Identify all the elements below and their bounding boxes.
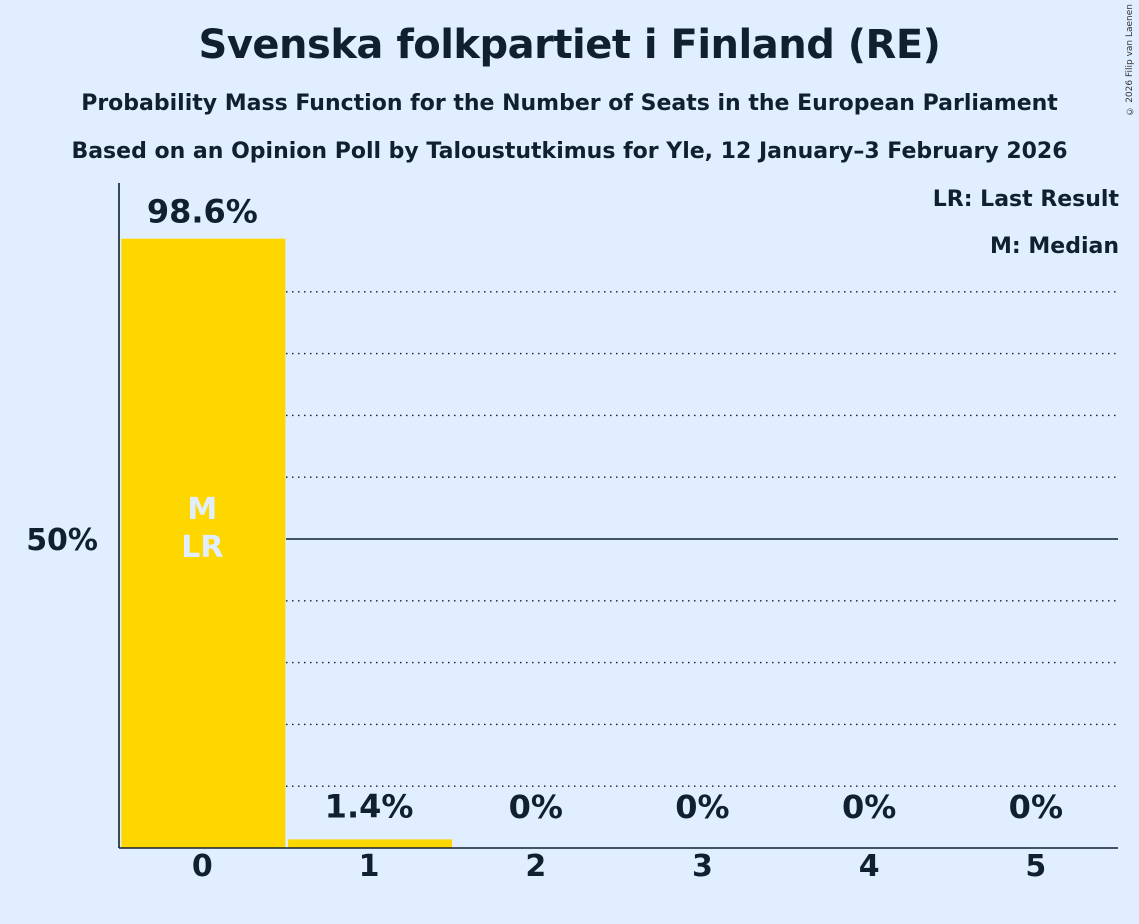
y-tick-label: 50% <box>26 523 98 558</box>
value-label-5: 0% <box>1009 788 1063 826</box>
bar-1 <box>288 839 453 848</box>
chart-source: Based on an Opinion Poll by Taloustutkim… <box>71 139 1068 164</box>
legend-last-result: LR: Last Result <box>932 187 1119 212</box>
bar-marker-lr: LR <box>181 530 223 565</box>
legend-median: M: Median <box>990 234 1119 259</box>
value-label-3: 0% <box>675 788 729 826</box>
gridlines <box>286 291 1118 787</box>
chart-subtitle: Probability Mass Function for the Number… <box>81 91 1058 116</box>
x-tick-label-0: 0 <box>192 849 213 884</box>
x-tick-label-2: 2 <box>525 849 546 884</box>
value-label-0: 98.6% <box>147 193 258 231</box>
x-tick-label-3: 3 <box>692 849 713 884</box>
value-label-1: 1.4% <box>325 787 414 825</box>
chart-title: Svenska folkpartiet i Finland (RE) <box>198 22 941 68</box>
x-tick-label-5: 5 <box>1025 849 1046 884</box>
labels: 98.6% 0 1.4% 1 0% 2 0% 3 0% 4 0% 5 MLR 50% <box>26 193 1063 884</box>
value-label-4: 0% <box>842 788 896 826</box>
bar-marker-m: M <box>187 492 217 527</box>
bars <box>121 238 453 849</box>
x-tick-label-4: 4 <box>859 849 880 884</box>
x-tick-label-1: 1 <box>359 849 380 884</box>
bar-0 <box>121 238 286 849</box>
axes <box>118 183 1118 849</box>
value-label-2: 0% <box>509 788 563 826</box>
